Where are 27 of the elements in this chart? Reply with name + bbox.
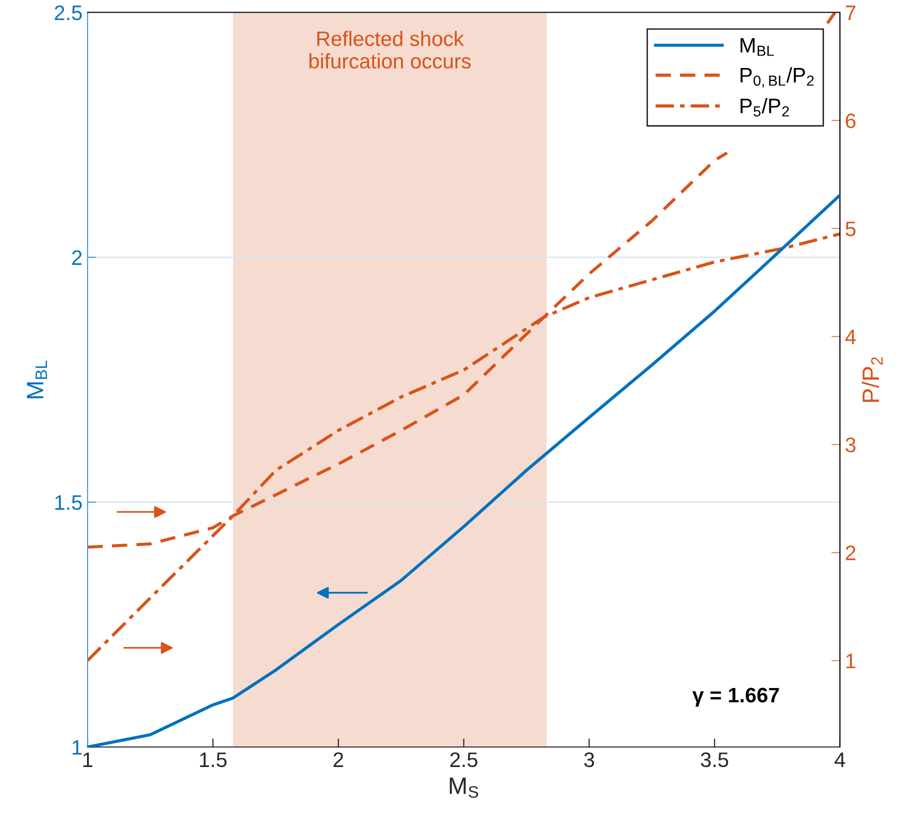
y2-tick-label: 3 — [846, 438, 856, 452]
x-tick-label: 4 — [834, 752, 846, 767]
x-tick-label: 2 — [334, 752, 344, 767]
x-tick-label: 3.5 — [700, 752, 728, 768]
y2-axis-title: P/P$_{2}$ — [862, 357, 883, 402]
y2-tick-label: 7 — [846, 6, 856, 20]
legend-label: M$_{BL}$ — [740, 38, 774, 56]
y2-tick-label: 1 — [846, 654, 856, 668]
y-tick-label: 1 — [72, 740, 82, 755]
x-tick-label: 3 — [584, 752, 594, 768]
band-label: Reflected shock bifurcation occurs — [309, 30, 471, 69]
y2-tick-label: 2 — [846, 546, 856, 560]
y-tick-label: 2 — [72, 250, 82, 265]
x-tick-label: 2.5 — [450, 752, 478, 768]
x-tick-label: 1 — [83, 752, 92, 767]
line-series — [88, 194, 840, 747]
y2-tick-label: 5 — [846, 222, 856, 236]
annotation: γ = 1.667 — [692, 688, 779, 707]
x-axis-title: M$_{S}$ — [450, 778, 478, 798]
y-tick-label: 2.5 — [54, 5, 82, 20]
legend-label: P$_{5}$/P$_{2}$ — [740, 98, 789, 117]
x-tick-label: 1.5 — [200, 752, 227, 768]
y-axis-title: M$_{BL}$ — [26, 360, 47, 398]
legend-label: P$_{0,BL}$/P$_{2}$ — [740, 67, 814, 88]
y2-tick-label: 6 — [846, 113, 856, 128]
y-tick-label: 1.5 — [55, 495, 82, 510]
y2-tick-label: 4 — [845, 330, 856, 344]
